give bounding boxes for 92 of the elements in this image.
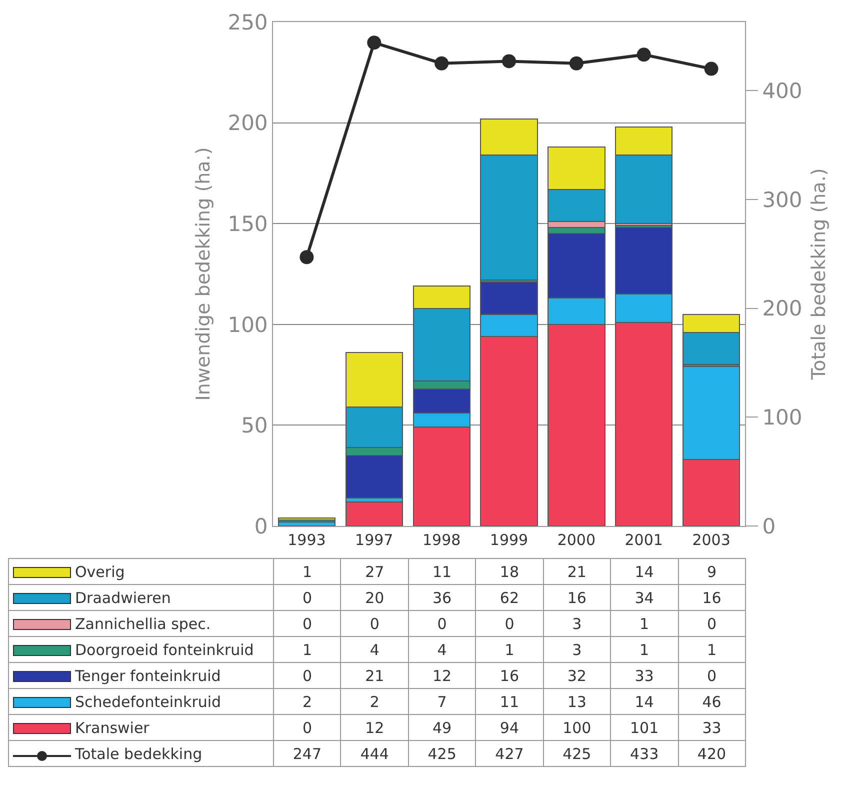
data-label: 1 [610, 636, 678, 662]
bar [345, 501, 403, 526]
data-label: 14 [610, 558, 678, 584]
data-label: 420 [678, 740, 746, 766]
legend-label: Kranswier [75, 718, 150, 736]
data-label: 3 [543, 610, 611, 636]
x-tick-label: 2003 [692, 531, 730, 549]
data-label: 14 [610, 688, 678, 714]
data-label: 21 [543, 558, 611, 584]
data-label: 3 [543, 636, 611, 662]
point [636, 48, 651, 62]
data-label: 427 [476, 740, 544, 766]
data-label: 32 [543, 662, 611, 688]
data-label: 0 [274, 714, 341, 740]
legend-label: Overig [75, 562, 125, 580]
data-label: 9 [678, 558, 746, 584]
data-label: 33 [610, 662, 678, 688]
data-label: 0 [340, 610, 408, 636]
data-label: 36 [408, 584, 476, 610]
point [300, 250, 314, 264]
data-label: 49 [408, 714, 476, 740]
data-label: 0 [678, 662, 746, 688]
data-label: 62 [476, 584, 544, 610]
data-label: 4 [408, 636, 476, 662]
data-label: 18 [476, 558, 544, 584]
data-label: 0 [476, 610, 544, 636]
data-label: 0 [408, 610, 476, 636]
y-tick-label: 50 [241, 414, 268, 438]
legend-label: Doorgroeid fonteinkruid [75, 640, 254, 658]
legend-label: Tenger fonteinkruid [75, 666, 221, 684]
y2-tick-label: 200 [762, 296, 802, 321]
data-label: 33 [678, 714, 746, 740]
data-label: 11 [408, 558, 476, 584]
data-label: 20 [340, 584, 408, 610]
y2-tick-label: 400 [762, 78, 802, 103]
data-label: 2 [340, 688, 408, 714]
data-label: 1 [610, 610, 678, 636]
x-tick-label: 1997 [355, 531, 394, 549]
point [704, 62, 718, 76]
data-label: 101 [610, 714, 678, 740]
data-label: 94 [476, 714, 544, 740]
data-label: 12 [408, 662, 476, 688]
data-label: 0 [274, 584, 341, 610]
y2-tick-label: 0 [762, 514, 776, 538]
y2-tick-label: 100 [762, 405, 802, 430]
data-label: 16 [543, 584, 611, 610]
data-label: 0 [274, 610, 341, 636]
data-label: 425 [543, 740, 611, 766]
legend-label: Totale bedekking [75, 744, 202, 762]
x-tick-label: 1999 [490, 531, 528, 549]
data-label: 2 [274, 688, 341, 714]
data-label: 444 [340, 740, 408, 766]
x-tick-label: 2001 [624, 531, 663, 549]
data-label: 1 [274, 558, 341, 584]
data-label: 4 [340, 636, 408, 662]
data-label: 12 [340, 714, 408, 740]
point [502, 54, 516, 68]
legend-label: Zannichellia spec. [75, 614, 211, 632]
data-label: 11 [476, 688, 544, 714]
data-label: 0 [678, 610, 746, 636]
data-label: 7 [408, 688, 476, 714]
data-label: 13 [543, 688, 611, 714]
data-label: 1 [476, 636, 544, 662]
x-tick-label: 1998 [422, 531, 461, 549]
y-tick-label: 200 [228, 111, 268, 136]
y-axis-title: Inwendige bedekking (ha.) [192, 147, 215, 401]
data-label: 46 [678, 688, 746, 714]
y-tick-label: 0 [254, 514, 268, 538]
data-label: 425 [408, 740, 476, 766]
y2-tick-label: 300 [762, 188, 802, 212]
data-label: 16 [678, 584, 746, 610]
data-label: 100 [543, 714, 611, 740]
point [569, 56, 584, 70]
data-label: 1 [678, 636, 746, 662]
data-label: 1 [274, 636, 341, 662]
x-tick-label: 1993 [288, 531, 326, 549]
point [434, 56, 449, 70]
data-label: 27 [340, 558, 408, 584]
x-tick-label: 2000 [557, 531, 596, 549]
legend-label: Draadwieren [75, 588, 171, 606]
point [367, 36, 382, 50]
data-label: 247 [274, 740, 341, 766]
data-label: 0 [274, 662, 341, 688]
legend-label: Schedefonteinkruid [75, 692, 222, 710]
y-tick-label: 150 [228, 212, 268, 236]
data-label: 433 [610, 740, 678, 766]
y2-axis-title: Totale bedekking (ha.) [808, 168, 830, 381]
data-label: 34 [610, 584, 678, 610]
data-label: 21 [340, 662, 408, 688]
y-tick-label: 250 [228, 10, 268, 34]
y-tick-label: 100 [228, 312, 268, 337]
data-label: 16 [476, 662, 544, 688]
